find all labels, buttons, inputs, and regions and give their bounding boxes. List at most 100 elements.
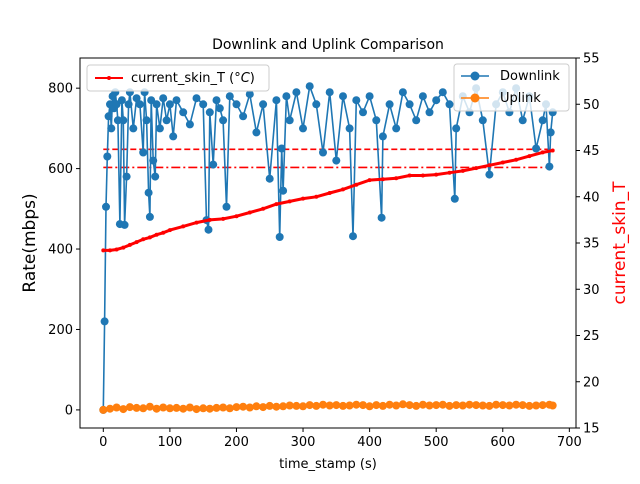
uplink-point [458, 401, 467, 410]
downlink-point [546, 128, 555, 137]
uplink-point [372, 401, 381, 410]
skin-temperature-point [407, 173, 412, 178]
downlink-point [445, 100, 454, 109]
downlink-point [222, 202, 231, 211]
downlink-point [365, 92, 374, 101]
skin-temperature-point [194, 220, 199, 225]
uplink-point [505, 401, 514, 410]
skin-temperature-point [274, 202, 279, 207]
downlink-point [124, 100, 133, 109]
uplink-point [185, 403, 194, 412]
y2-tick-label: 50 [583, 98, 600, 113]
uplink-point [359, 401, 367, 410]
skin-temperature-point [247, 210, 252, 215]
skin-temperature-point [154, 232, 159, 237]
downlink-point [172, 96, 181, 105]
uplink-point [119, 405, 128, 414]
downlink-point [438, 88, 447, 97]
downlink-point [215, 104, 224, 113]
downlink-point [259, 100, 268, 109]
x-tick-label: 600 [490, 435, 515, 450]
skin-temperature-point [367, 178, 372, 183]
y-axis-label: Rate(mbps) [20, 193, 40, 292]
legend-skin-label-unit: °C [234, 71, 251, 86]
skin-temperature-point [221, 216, 226, 221]
uplink-point [225, 404, 234, 413]
uplink-point [272, 402, 281, 411]
uplink-point [378, 401, 387, 410]
downlink-point [107, 124, 116, 133]
skin-temperature-point [161, 230, 166, 235]
skin-temperature-point [420, 173, 425, 178]
downlink-point [532, 144, 541, 153]
downlink-point [418, 92, 427, 101]
skin-temperature-point [540, 150, 545, 155]
downlink-point [139, 148, 148, 157]
x-tick-label: 700 [557, 435, 582, 450]
skin-temperature-point [101, 248, 106, 253]
downlink-point [151, 172, 160, 181]
uplink-point [145, 402, 154, 411]
downlink-point [319, 148, 327, 157]
legend-skin-marker [107, 76, 111, 80]
downlink-point [225, 92, 234, 101]
legend-rates: Downlink Uplink [453, 63, 570, 112]
downlink-point [162, 116, 171, 125]
uplink-point [165, 404, 174, 413]
uplink-point [219, 403, 228, 412]
x-tick-label: 300 [291, 435, 316, 450]
skin-temperature-point [121, 245, 126, 250]
uplink-point [325, 401, 334, 410]
skin-temperature-point [141, 237, 146, 242]
uplink-point [398, 400, 407, 409]
downlink-point [192, 94, 201, 103]
downlink-point [432, 96, 441, 105]
downlink-point [292, 88, 301, 97]
uplink-point [478, 401, 487, 410]
skin-temperature-point [261, 206, 266, 211]
skin-temperature-point [514, 157, 519, 162]
y-tick-label: 200 [48, 323, 73, 338]
skin-temperature-point [341, 187, 345, 192]
downlink-point [142, 116, 151, 125]
uplink-point [285, 401, 294, 410]
uplink-point [339, 401, 347, 410]
skin-temperature-point [447, 170, 452, 175]
uplink-point [472, 401, 481, 410]
skin-temperature-point [207, 217, 212, 222]
x-tick-label: 200 [224, 435, 249, 450]
downlink-point [312, 100, 321, 109]
y2-tick-label: 25 [583, 329, 600, 344]
y-tick-label: 400 [48, 243, 73, 258]
downlink-point [212, 96, 221, 105]
uplink-point [125, 403, 134, 412]
uplink-point [152, 404, 161, 413]
downlink-point [104, 112, 113, 121]
downlink-point [392, 124, 401, 133]
downlink-point [265, 174, 274, 183]
downlink-point [132, 94, 141, 103]
downlink-point [545, 162, 554, 171]
uplink-point [332, 401, 341, 410]
downlink-point [452, 124, 461, 133]
downlink-point [252, 128, 261, 137]
uplink-point [385, 400, 394, 409]
downlink-point [204, 225, 213, 234]
skin-temperature-point [134, 240, 139, 245]
legend-downlink-label: Downlink [500, 69, 560, 84]
downlink-point [272, 96, 281, 105]
downlink-point [219, 116, 228, 125]
skin-temperature-point [181, 224, 186, 229]
downlink-point [185, 120, 194, 129]
downlink-point [378, 132, 387, 141]
downlink-point [299, 124, 307, 133]
uplink-point [532, 401, 541, 410]
skin-temperature-series [101, 148, 555, 253]
uplink-point [365, 402, 374, 411]
downlink-point [103, 152, 112, 161]
uplink-point [438, 400, 447, 409]
downlink-point [359, 108, 367, 117]
downlink-point [339, 92, 347, 101]
